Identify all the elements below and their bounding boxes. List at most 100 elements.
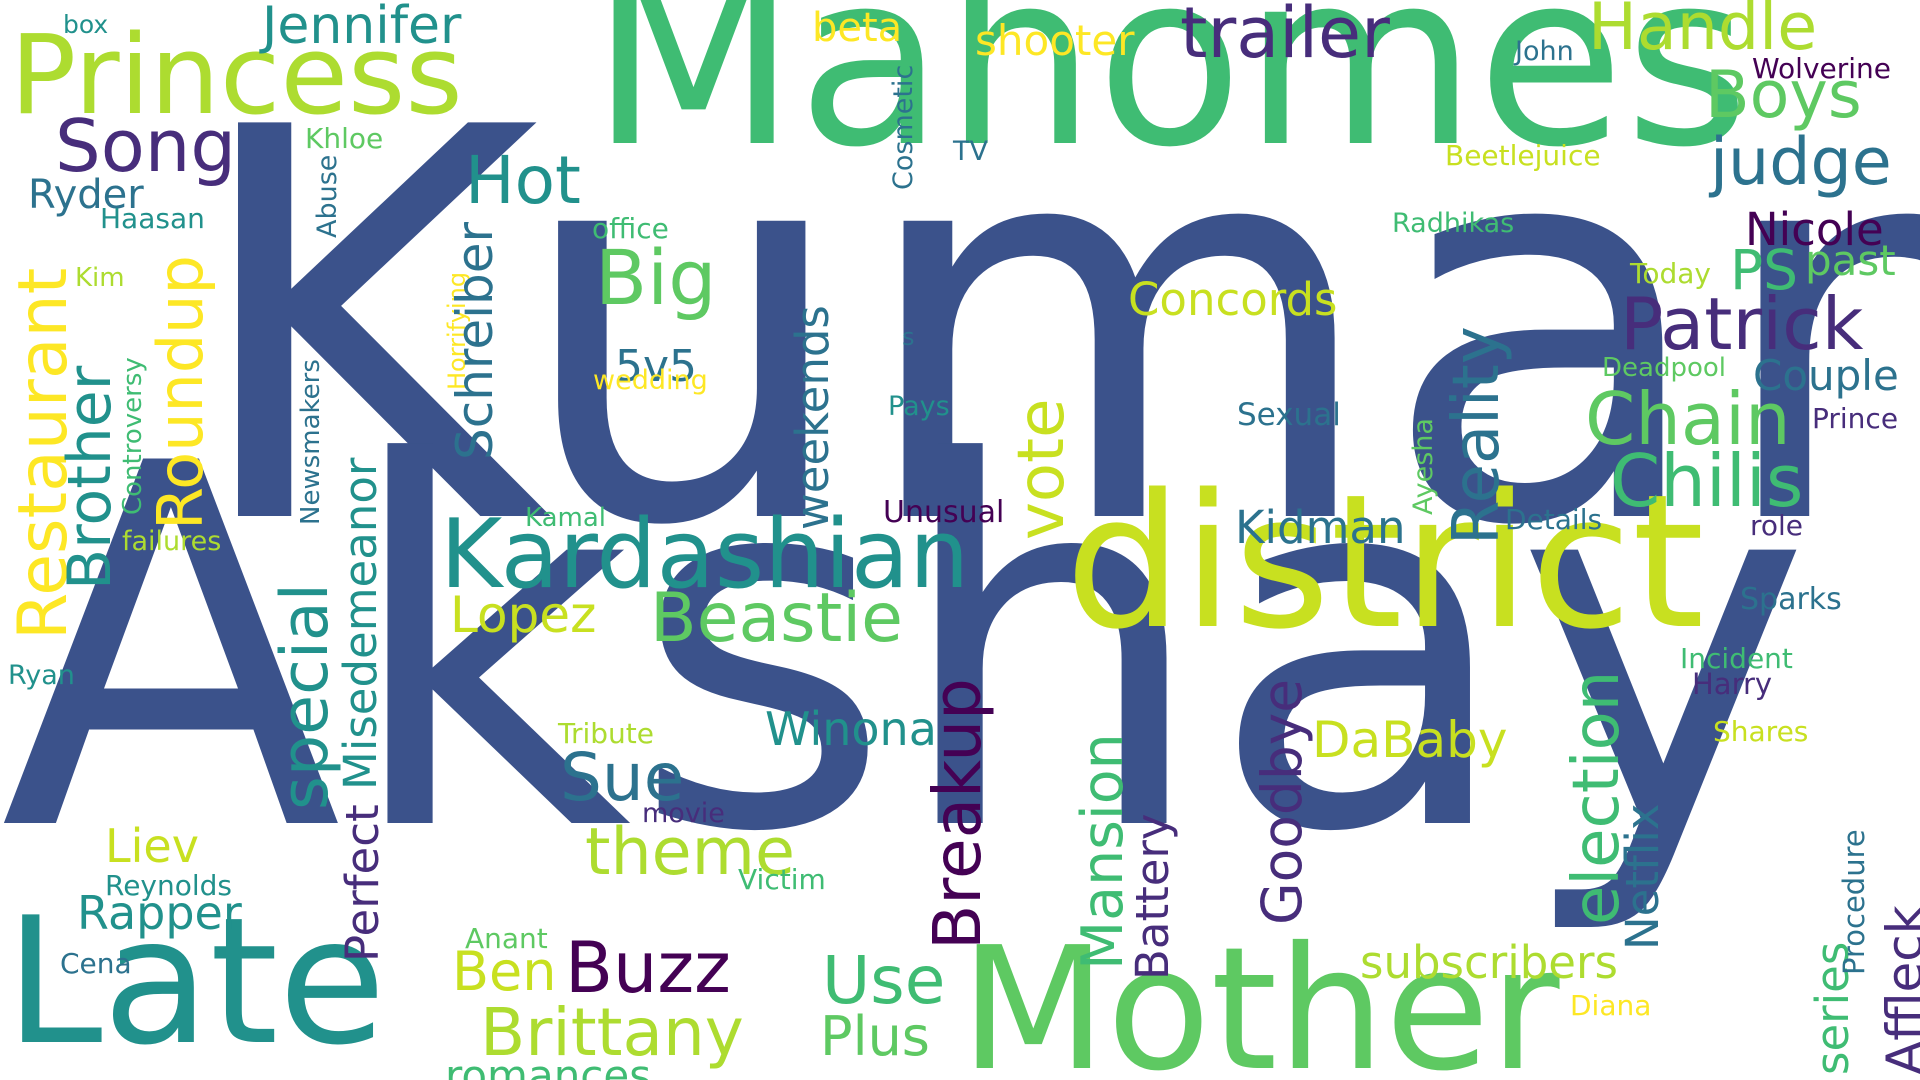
word-battery: Battery: [1126, 813, 1179, 980]
word-hot: Hot: [465, 142, 581, 219]
word-kamal: Kamal: [525, 503, 607, 533]
word-beetlejuice: Beetlejuice: [1445, 139, 1601, 172]
word-liev: Liev: [105, 819, 199, 873]
word-couple: Couple: [1753, 351, 1899, 400]
word-roundup: Roundup: [144, 255, 217, 530]
word-kidman: Kidman: [1235, 501, 1406, 554]
word-netflix: Netflix: [1616, 803, 1669, 950]
word-chilis: Chilis: [1610, 439, 1804, 523]
word-ryan: Ryan: [8, 660, 75, 691]
word-schreiber: Schreiber: [446, 221, 504, 460]
word-theme: theme: [585, 815, 795, 890]
word-mahomes: Mahomes: [590, 0, 1750, 200]
word-mansion: Mansion: [1070, 733, 1136, 970]
word-ben: Ben: [452, 940, 557, 1003]
word-district: district: [1065, 454, 1705, 670]
word-newsmakers: Newsmakers: [296, 359, 326, 525]
word-ryder: Ryder: [28, 172, 144, 218]
word-romances: romances: [445, 1051, 652, 1080]
word-unusual: Unusual: [883, 495, 1005, 530]
word-mother: Mother: [960, 911, 1560, 1080]
word-incident: Incident: [1680, 642, 1793, 675]
word-handle: Handle: [1588, 0, 1818, 65]
word-big: Big: [595, 233, 717, 322]
word-vote: vote: [1005, 398, 1079, 541]
word-past: past: [1805, 236, 1896, 285]
word-details: Details: [1505, 503, 1603, 536]
word-princess: Princess: [10, 11, 463, 139]
word-abuse: Abuse: [312, 154, 343, 238]
word-cena: Cena: [60, 947, 132, 980]
word-late: Late: [5, 881, 387, 1080]
word-kim: Kim: [75, 263, 125, 293]
word-diana: Diana: [1570, 989, 1652, 1022]
word-affleck: Affleck: [1876, 905, 1920, 1075]
word-concords: Concords: [1128, 273, 1338, 326]
word-dababy: DaBaby: [1312, 711, 1508, 769]
word-misedemeanor: Misedemeanor: [334, 457, 387, 790]
word-special: special: [268, 583, 343, 810]
word-akshay: Akshay: [0, 359, 1812, 941]
word-rapper: Rapper: [77, 886, 242, 940]
word-khloe: Khloe: [305, 122, 384, 155]
word-wolverine: Wolverine: [1752, 52, 1892, 85]
word-ps: PS: [1730, 238, 1799, 302]
word-trailer: trailer: [1180, 0, 1390, 74]
word-nicole: Nicole: [1745, 203, 1884, 256]
word-use: Use: [822, 942, 946, 1019]
word-weekends: weekends: [786, 305, 839, 530]
word-deadpool: Deadpool: [1602, 353, 1726, 383]
word-jennifer: Jennifer: [262, 0, 462, 56]
word-controversy: Controversy: [118, 357, 148, 515]
word-5v5: 5v5: [615, 341, 698, 392]
word-reality: Reality: [1440, 326, 1514, 545]
word-procedure: Procedure: [1837, 829, 1871, 975]
word-reynolds: Reynolds: [105, 869, 233, 902]
word-movie: movie: [642, 798, 725, 829]
word-john: John: [1515, 36, 1574, 67]
word-winona: Winona: [765, 702, 937, 756]
word-shooter: shooter: [975, 16, 1135, 65]
word-victim: Victim: [738, 863, 826, 896]
word-brother: Brother: [55, 365, 125, 590]
word-role: role: [1750, 509, 1804, 542]
word-perfect: Perfect: [336, 804, 389, 962]
word-goodbye: Goodbye: [1250, 678, 1314, 925]
word-brittany: Brittany: [480, 994, 744, 1071]
word-sue: Sue: [560, 739, 685, 816]
word-cosmetic: Cosmetic: [888, 64, 919, 190]
word-sexual: Sexual: [1237, 397, 1341, 433]
word-breakup: Breakup: [919, 678, 996, 950]
word-radhikas: Radhikas: [1392, 208, 1515, 239]
word-anant: Anant: [465, 922, 548, 955]
word-subscribers: subscribers: [1360, 936, 1618, 989]
word-haasan: Haasan: [100, 202, 205, 235]
word-kumar: Kumar: [185, 16, 1920, 644]
word-chain: Chain: [1585, 377, 1791, 461]
word-pays: Pays: [888, 391, 950, 422]
word-failures: failures: [122, 526, 222, 557]
word-boys: Boys: [1705, 58, 1862, 133]
word-beastie: Beastie: [650, 579, 903, 658]
word-buzz: Buzz: [565, 927, 731, 1009]
word-patrick: Patrick: [1620, 282, 1864, 366]
word-prince: Prince: [1812, 402, 1899, 435]
word-box: box: [63, 10, 109, 39]
word-s: s: [902, 323, 915, 351]
word-kardashian: Kardashian: [440, 500, 970, 610]
word-plus: Plus: [820, 1005, 930, 1068]
word-judge: judge: [1710, 125, 1892, 200]
word-harry: Harry: [1692, 667, 1773, 701]
word-tribute: Tribute: [558, 717, 655, 750]
word-sparks: Sparks: [1740, 582, 1842, 617]
word-ayesha: Ayesha: [1408, 418, 1439, 515]
word-tv: TV: [953, 136, 988, 167]
word-office: office: [592, 212, 669, 245]
word-shares: Shares: [1713, 715, 1809, 748]
word-today: Today: [1630, 257, 1711, 290]
word-beta: beta: [812, 5, 903, 51]
word-lopez: Lopez: [450, 586, 597, 644]
word-wedding: wedding: [593, 365, 708, 396]
word-song: Song: [55, 104, 237, 188]
